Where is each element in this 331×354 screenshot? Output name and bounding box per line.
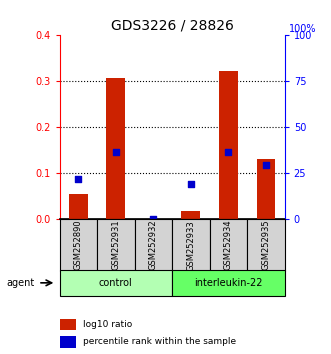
Bar	[97, 219, 135, 271]
Bar	[172, 219, 210, 271]
Bar	[60, 219, 97, 271]
Text: interleukin-22: interleukin-22	[194, 278, 262, 288]
Point	[113, 149, 118, 155]
Text: GSM252931: GSM252931	[111, 220, 120, 270]
Bar	[60, 319, 76, 330]
Point	[151, 217, 156, 222]
Bar	[210, 219, 247, 271]
Point	[263, 162, 268, 168]
Text: control: control	[99, 278, 133, 288]
Text: GSM252934: GSM252934	[224, 220, 233, 270]
Bar	[247, 219, 285, 271]
Bar	[135, 219, 172, 271]
Bar	[60, 336, 76, 348]
Point	[76, 176, 81, 182]
Point	[188, 181, 194, 187]
Bar	[219, 71, 238, 219]
Text: 100%: 100%	[289, 24, 317, 34]
Bar	[181, 211, 200, 219]
Text: GSM252890: GSM252890	[74, 220, 83, 270]
Text: log10 ratio: log10 ratio	[83, 320, 132, 329]
Text: GSM252932: GSM252932	[149, 220, 158, 270]
Text: agent: agent	[7, 278, 35, 288]
Text: GSM252933: GSM252933	[186, 220, 195, 270]
Text: percentile rank within the sample: percentile rank within the sample	[83, 337, 236, 347]
Title: GDS3226 / 28826: GDS3226 / 28826	[111, 19, 234, 33]
Point	[226, 149, 231, 155]
Text: GSM252935: GSM252935	[261, 220, 270, 270]
Bar	[172, 270, 285, 296]
Bar	[69, 194, 88, 219]
Bar	[107, 78, 125, 219]
Bar	[257, 159, 275, 219]
Bar	[60, 270, 172, 296]
